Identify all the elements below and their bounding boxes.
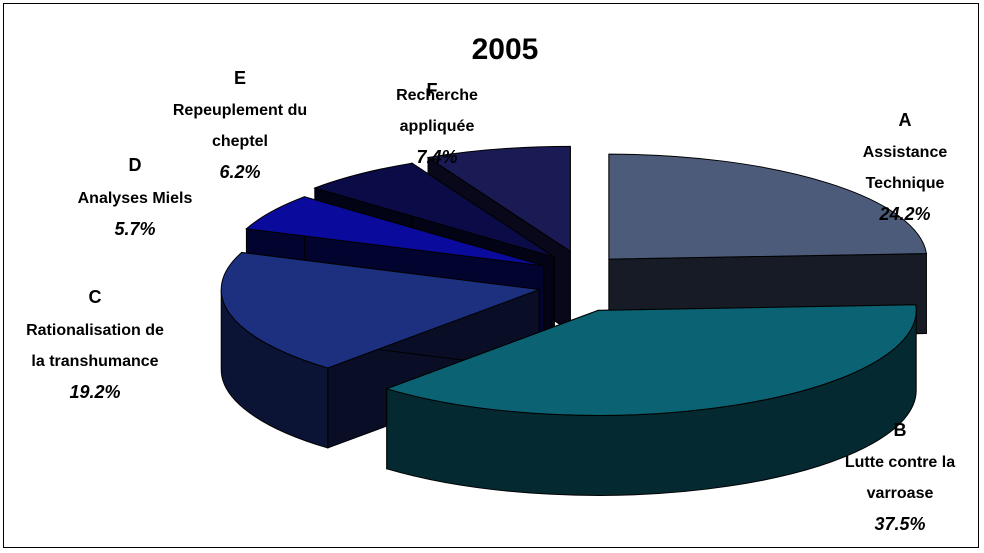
chart-frame	[3, 3, 979, 548]
slice-name: Recherche appliquée	[396, 87, 478, 135]
slice-letter: F	[426, 80, 438, 100]
slice-top	[245, 196, 545, 267]
slice	[220, 251, 540, 449]
slice-value-label: 5.7%	[114, 219, 156, 239]
slice-top	[220, 251, 540, 369]
slice-letter: C	[88, 287, 102, 307]
slice	[385, 304, 917, 496]
slice-name: Assistance Technique	[862, 144, 948, 192]
slice-top	[385, 304, 917, 416]
slice-letter: D	[128, 155, 142, 175]
slice-name: Rationalisation de la transhumance	[26, 322, 164, 370]
slice-letter: A	[898, 110, 912, 130]
slice-letter: B	[893, 420, 907, 440]
slice-value-label: 37.5%	[874, 514, 926, 534]
slice-label: Rationalisation de la transhumance 19.2%	[19, 315, 171, 408]
chart-title: 2005	[471, 33, 539, 66]
slice-value-label: 7.4%	[416, 147, 458, 167]
slice-label: Analyses Miels 5.7%	[50, 183, 220, 245]
slice-top	[608, 153, 928, 260]
slice-value-label: 19.2%	[69, 382, 121, 402]
slice-value-label: 6.2%	[219, 162, 261, 182]
slice-label: Assistance Technique 24.2%	[845, 137, 965, 230]
slice-letter: E	[233, 68, 247, 88]
slice-top	[313, 162, 555, 258]
slice-label: Lutte contre la varroase 37.5%	[820, 447, 980, 540]
slice-name: Lutte contre la varroase	[844, 454, 956, 502]
slice-label: Repeuplement du cheptel 6.2%	[173, 95, 308, 188]
slice-label: Recherche appliquée 7.4%	[382, 80, 492, 173]
slice-top	[426, 145, 571, 253]
slice-name: Repeuplement du cheptel	[172, 102, 308, 150]
slice-name: Analyses Miels	[77, 190, 193, 207]
slice-value-label: 24.2%	[879, 204, 931, 224]
